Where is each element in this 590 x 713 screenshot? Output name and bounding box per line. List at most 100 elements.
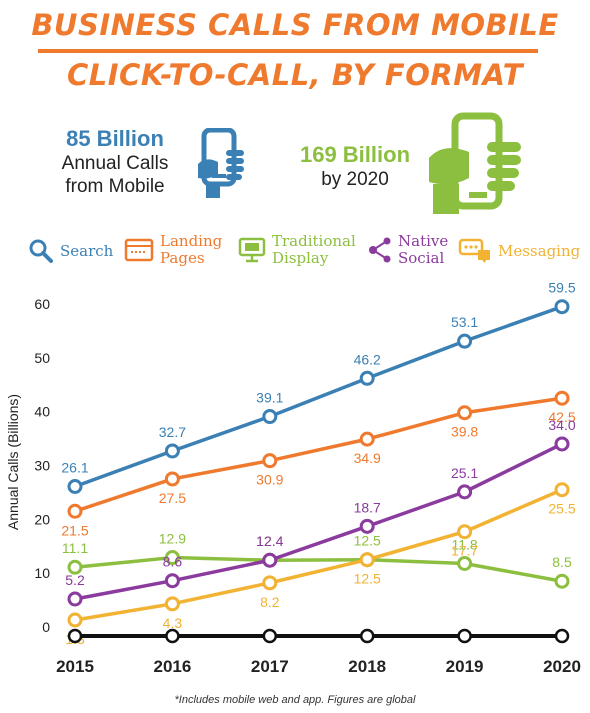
y-tick-label: 60 — [34, 296, 50, 312]
x-tick-marker — [262, 628, 278, 644]
x-tick-marker — [554, 628, 570, 644]
y-tick-label: 40 — [34, 404, 50, 420]
data-point — [262, 453, 278, 469]
x-tick-label: 2015 — [56, 657, 94, 676]
data-point — [457, 405, 473, 421]
stat1-line2: from Mobile — [65, 176, 165, 197]
chart-title-line1: BUSINESS CALLS FROM MOBILE — [31, 8, 559, 42]
phone-in-hand-icon — [429, 112, 521, 214]
stat1-line1: Annual Calls — [61, 153, 169, 174]
y-tick-label: 10 — [34, 565, 50, 581]
data-point — [262, 575, 278, 591]
x-tick-marker — [165, 628, 180, 644]
data-label: 12.4 — [256, 533, 283, 549]
chat-bubble-icon — [458, 238, 490, 263]
data-label: 12.4 — [256, 533, 283, 549]
data-label: 12.5 — [354, 533, 381, 549]
legend-label-landing-2: Pages — [160, 249, 205, 267]
data-label: 59.5 — [548, 280, 575, 296]
data-label: 11.8 — [451, 536, 477, 552]
x-axis: 2015 2016 2017 2018 2019 2020 — [56, 628, 581, 676]
data-label: 46.2 — [354, 351, 381, 367]
legend-item-search: Search — [28, 238, 113, 264]
stat2-value: 169 Billion — [299, 142, 411, 167]
data-label: 34.0 — [548, 417, 575, 433]
legend-label-search: Search — [60, 241, 114, 260]
y-axis-label: Annual Calls (Billions) — [5, 394, 21, 530]
data-label: 26.1 — [61, 459, 88, 475]
data-point — [262, 409, 278, 425]
legend-label-landing-1: Landing — [160, 232, 223, 250]
data-label: 8.6 — [163, 554, 183, 570]
legend-label-social-1: Native — [398, 232, 449, 250]
data-label: 5.2 — [65, 572, 85, 588]
series-landing-pages: 21.5 27.5 30.9 34.9 39.8 42.5 — [61, 390, 576, 538]
data-point — [164, 596, 180, 612]
data-point — [67, 478, 83, 494]
title-divider — [38, 49, 538, 53]
x-tick-marker — [457, 628, 472, 644]
data-label: 39.8 — [451, 424, 478, 440]
data-point — [554, 390, 570, 406]
data-point — [262, 552, 278, 568]
data-point — [554, 299, 570, 315]
data-point — [164, 550, 180, 566]
data-point — [67, 591, 83, 607]
x-tick-label: 2017 — [251, 657, 289, 676]
legend-label-social-2: Social — [398, 249, 445, 267]
data-point — [359, 518, 375, 534]
y-tick-label: 0 — [42, 619, 50, 635]
y-tick-label: 50 — [34, 350, 50, 366]
data-label: 17.7 — [451, 543, 478, 559]
data-point — [67, 559, 83, 575]
data-point — [67, 503, 83, 519]
data-label: 32.7 — [159, 424, 186, 440]
data-label: 11.1 — [62, 540, 88, 556]
line-chart: 0 10 20 30 40 50 60 Annual Calls (Billions) 26… — [5, 280, 581, 676]
data-label: 8.5 — [552, 554, 572, 570]
data-label: 12.9 — [159, 531, 186, 547]
x-tick-label: 2019 — [446, 657, 484, 676]
data-label: 4.3 — [163, 615, 183, 631]
data-label: 30.9 — [256, 472, 283, 488]
monitor-icon — [238, 237, 266, 263]
data-point — [359, 552, 375, 568]
stat-annual-calls: 85 Billion Annual Calls from Mobile — [40, 126, 190, 198]
x-tick-label: 2018 — [348, 657, 386, 676]
data-point — [164, 573, 180, 589]
series-line — [74, 555, 563, 583]
data-label: 25.5 — [548, 501, 575, 517]
legend-item-display: Traditional Display — [238, 233, 356, 267]
legend-item-landing: Landing Pages — [124, 233, 222, 267]
data-label: 34.9 — [354, 450, 381, 466]
series-line — [74, 488, 563, 622]
series-native-social: 5.2 8.6 12.4 18.7 25.1 34.0 — [65, 417, 576, 607]
y-tick-label: 20 — [34, 511, 50, 527]
data-point — [457, 524, 473, 540]
data-point — [359, 370, 375, 386]
data-label: 18.7 — [354, 499, 381, 515]
legend-label-display-1: Traditional — [272, 232, 356, 250]
data-point — [164, 443, 180, 459]
data-label: 27.5 — [159, 490, 186, 506]
data-point — [457, 484, 473, 500]
data-label: 8.2 — [260, 594, 280, 610]
data-point — [67, 612, 83, 628]
stat1-value: 85 Billion — [66, 126, 164, 151]
footnote: *Includes mobile web and app. Figures ar… — [174, 694, 416, 706]
data-label: 12.5 — [354, 571, 381, 587]
data-label: 25.1 — [451, 465, 478, 481]
data-label: 53.1 — [451, 314, 478, 330]
phone-in-hand-icon — [198, 128, 244, 198]
legend-label-display-2: Display — [272, 249, 329, 267]
data-label: 42.5 — [548, 409, 575, 425]
x-tick-marker — [67, 628, 83, 644]
series-layer: 26.1 32.7 39.1 46.2 53.1 59.5 21.5 27.5 30.9 34.9… — [61, 280, 575, 647]
y-axis: 0 10 20 30 40 50 60 — [34, 296, 50, 635]
series-line — [74, 396, 563, 513]
legend-label-messaging: Messaging — [498, 241, 581, 260]
legend-item-messaging: Messaging — [458, 238, 580, 264]
data-point — [359, 431, 375, 447]
data-label: 39.1 — [256, 390, 283, 406]
data-point — [554, 573, 570, 589]
